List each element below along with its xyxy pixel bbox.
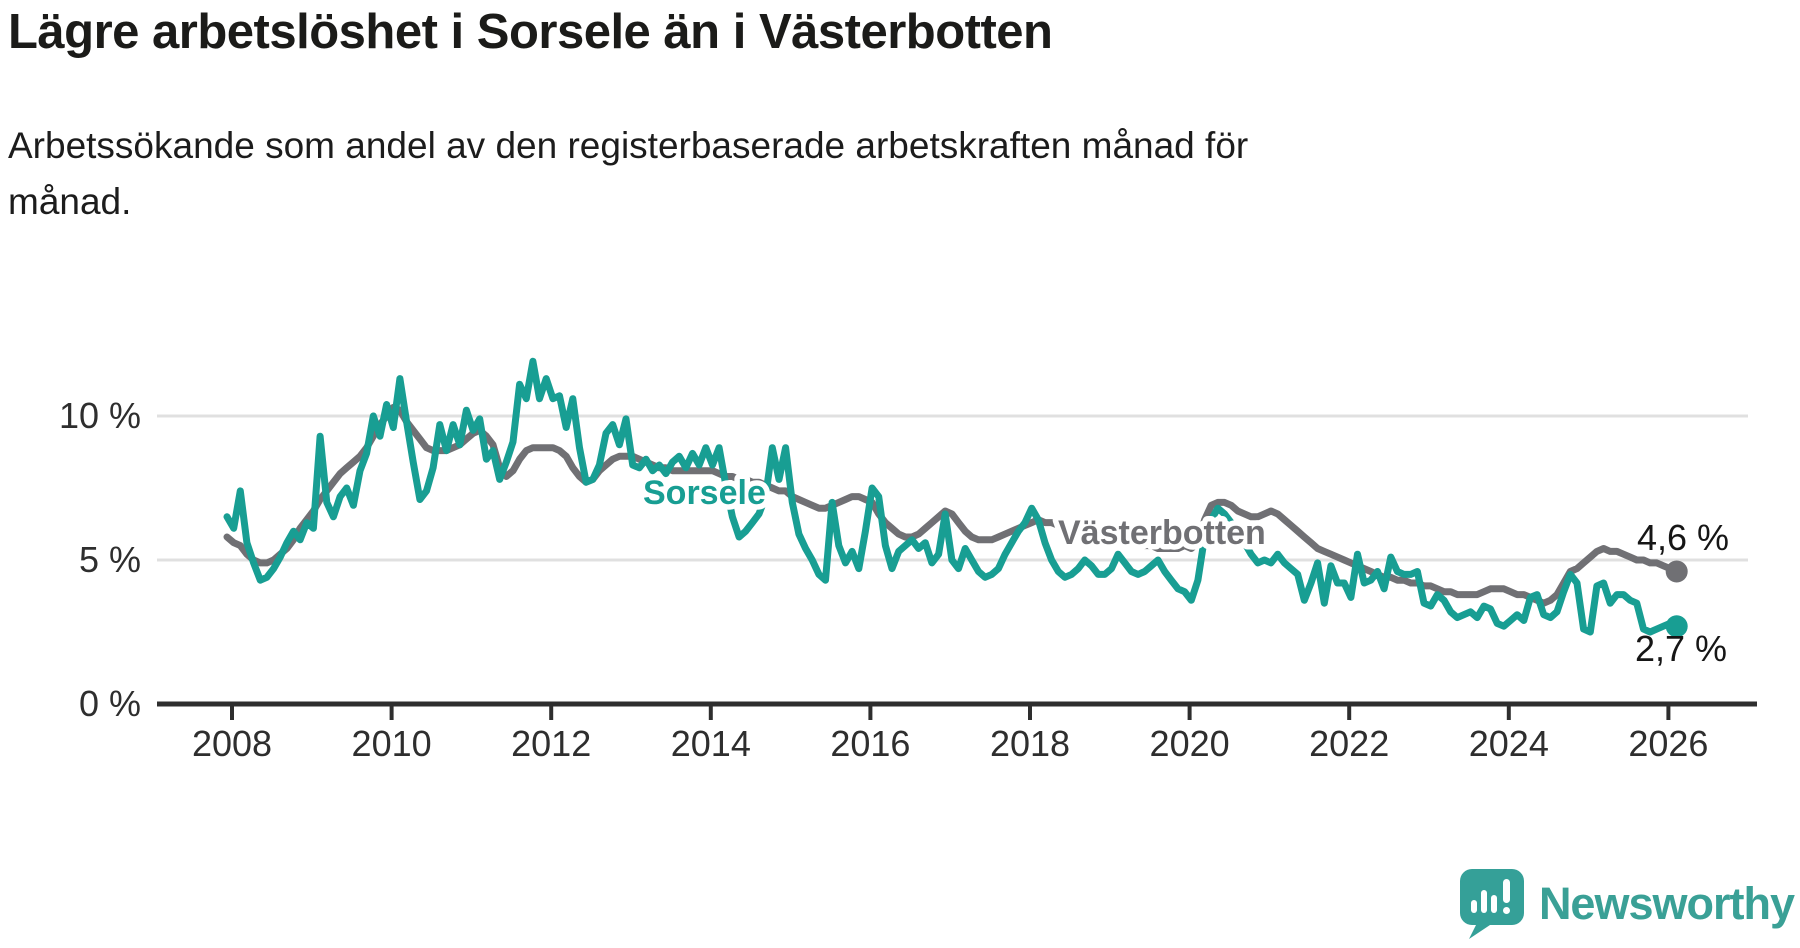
y-tick-label: 5 %	[79, 539, 141, 580]
end-value-sorsele: 2,7 %	[1635, 628, 1727, 669]
x-tick-label: 2010	[352, 723, 432, 764]
exclamation-bar	[1502, 879, 1510, 903]
series-label-sorsele: Sorsele	[643, 474, 766, 512]
end-value-vasterbotten: 4,6 %	[1637, 517, 1729, 558]
x-tick-label: 2026	[1628, 723, 1708, 764]
x-tick-label: 2016	[830, 723, 910, 764]
chart-subtitle: Arbetssökande som andel av den registerb…	[8, 118, 1568, 229]
exclamation-dot	[1502, 907, 1510, 914]
y-tick-label: 0 %	[79, 683, 141, 724]
series-label-vasterbotten: Västerbotten	[1058, 514, 1266, 552]
x-tick-label: 2020	[1150, 723, 1230, 764]
chart-subtitle-line1: Arbetssökande som andel av den registerb…	[8, 125, 1249, 166]
newsworthy-logo-icon	[1459, 869, 1524, 939]
x-tick-label: 2024	[1469, 723, 1549, 764]
x-axis-labels: 2008 2010 2012 2014 2016 2018 2020 2022 2024 2026	[192, 723, 1708, 764]
chart-title: Lägre arbetslöshet i Sorsele än i Väster…	[8, 5, 1053, 59]
y-tick-label: 10 %	[59, 395, 141, 436]
x-tick-label: 2018	[990, 723, 1070, 764]
endpoint-dot-vasterbotten	[1665, 560, 1688, 583]
newsworthy-logo-text: Newsworthy	[1538, 878, 1795, 929]
x-tick-label: 2022	[1309, 723, 1389, 764]
gridlines	[157, 414, 1748, 562]
x-tick-label: 2008	[192, 723, 272, 764]
y-axis-labels: 0 % 5 % 10 %	[59, 395, 141, 724]
chart-subtitle-line2: månad.	[8, 180, 132, 222]
line-chart: 0 %5 %10 % 2008 2010 2012 2014 2016 2018 2020 2…	[59, 357, 1757, 764]
x-tick-label: 2012	[511, 723, 591, 764]
series-line-sorsele	[223, 357, 1681, 636]
newsworthy-logo: Newsworthy	[1459, 868, 1795, 940]
x-tick-label: 2014	[671, 723, 751, 764]
endpoint-dot-sorsele	[1665, 615, 1688, 638]
series-line-vasterbotten	[223, 403, 1681, 607]
logo-bars	[1470, 879, 1510, 914]
x-axis	[157, 701, 1757, 720]
